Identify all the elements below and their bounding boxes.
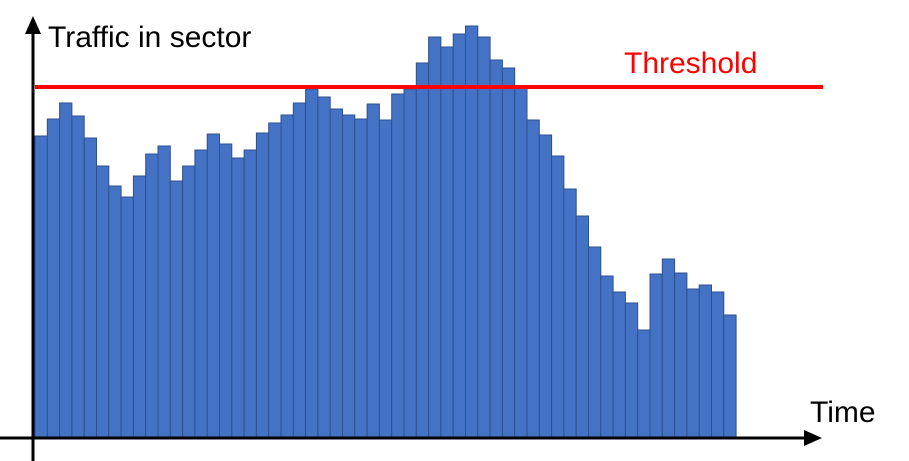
- bar: [145, 153, 159, 438]
- bar: [415, 62, 430, 438]
- bar: [612, 291, 626, 438]
- bar: [83, 137, 97, 438]
- bar: [108, 185, 122, 438]
- bar: [280, 114, 294, 438]
- bar: [96, 165, 110, 438]
- bar: [403, 88, 417, 438]
- bar: [588, 246, 602, 438]
- bar: [711, 291, 725, 438]
- bar: [342, 114, 356, 438]
- x-axis-label: Time: [810, 396, 876, 429]
- bar: [477, 36, 491, 438]
- bar: [120, 196, 134, 438]
- y-axis-arrow: [25, 16, 41, 34]
- bar: [514, 87, 528, 438]
- threshold-label: Threshold: [624, 47, 757, 80]
- bar: [563, 188, 577, 438]
- bar: [637, 329, 651, 438]
- bar: [698, 284, 713, 438]
- bar: [391, 93, 405, 438]
- bar: [206, 133, 220, 438]
- bar: [132, 175, 147, 438]
- bar: [686, 288, 700, 438]
- bar: [305, 88, 319, 438]
- bar: [428, 36, 442, 438]
- bar: [600, 275, 614, 438]
- bar: [219, 143, 233, 438]
- bar: [46, 118, 61, 438]
- bar: [649, 273, 663, 438]
- bar: [292, 102, 307, 438]
- bar: [169, 180, 184, 438]
- bar: [34, 135, 48, 438]
- bar: [538, 134, 553, 438]
- bar: [194, 149, 208, 438]
- bar: [182, 165, 196, 438]
- bar: [440, 46, 454, 438]
- bar: [501, 67, 516, 438]
- bar: [231, 157, 245, 438]
- bar: [366, 103, 380, 438]
- bar: [674, 272, 688, 438]
- bar: [489, 59, 503, 438]
- bar: [575, 215, 590, 438]
- bar: [723, 314, 737, 438]
- bar: [526, 119, 540, 438]
- bar: [551, 155, 565, 438]
- axes: [0, 16, 822, 461]
- bar: [268, 122, 282, 438]
- bar: [243, 149, 257, 438]
- bar: [354, 118, 368, 438]
- bar: [624, 302, 639, 438]
- bar: [378, 119, 393, 438]
- x-axis-arrow: [804, 430, 822, 446]
- y-axis-label: Traffic in sector: [48, 21, 251, 54]
- bar: [661, 258, 676, 438]
- bar: [329, 108, 344, 438]
- bar: [317, 96, 331, 438]
- bar: [255, 132, 270, 438]
- bar: [71, 115, 85, 438]
- bar: [59, 102, 73, 438]
- bar: [452, 33, 467, 438]
- bar: [157, 145, 171, 438]
